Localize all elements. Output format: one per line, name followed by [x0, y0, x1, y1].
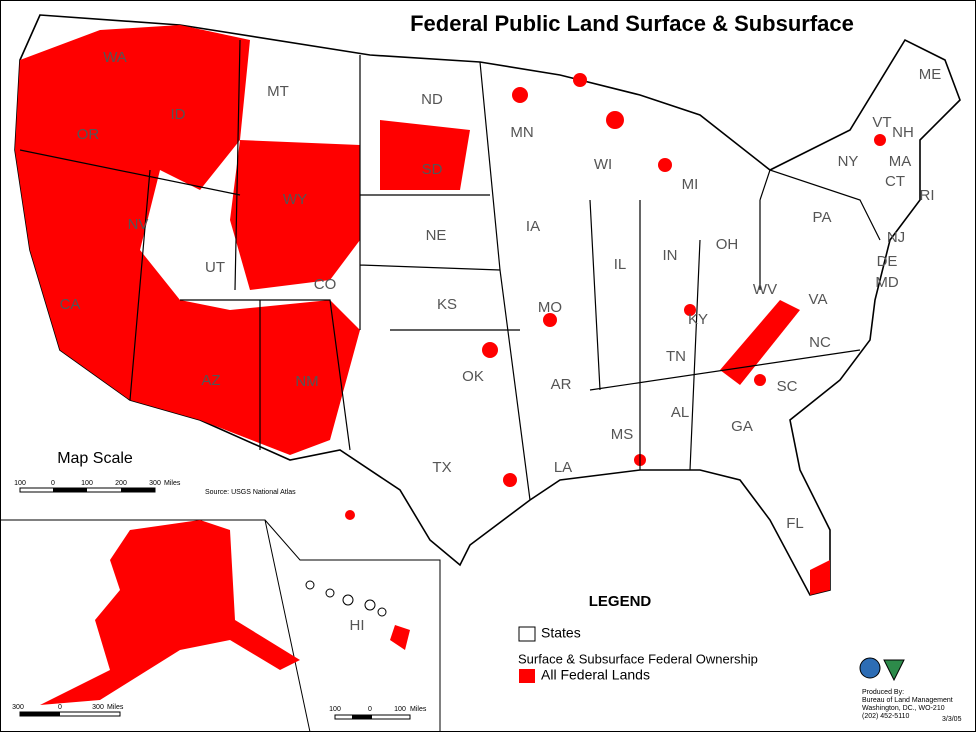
producer: Produced By: [862, 689, 904, 696]
state-label: MI [682, 176, 699, 193]
state-label: LA [554, 459, 572, 476]
state-label: CT [885, 173, 905, 190]
producer: Bureau of Land Management [862, 697, 953, 704]
state-label: VT [872, 114, 891, 131]
scale-tick: 100 [329, 706, 341, 713]
scale-bar [334, 714, 411, 720]
state-label: OR [77, 126, 100, 143]
state-label: WV [753, 281, 777, 298]
state-label: NH [892, 124, 914, 141]
scale-tick: 0 [58, 704, 62, 711]
state-label: SC [777, 378, 798, 395]
state-label: KY [688, 311, 708, 328]
scale-tick: 100 [14, 480, 26, 487]
state-label: ID [171, 106, 186, 123]
alaska [40, 520, 300, 705]
scale-tick: 100 [394, 706, 406, 713]
state-label: NC [809, 334, 831, 351]
scale-bar [20, 712, 60, 716]
state-label: MT [267, 83, 289, 100]
state-label: NV [128, 216, 149, 233]
state-label: VA [809, 291, 828, 308]
state-label: OK [462, 368, 484, 385]
state-label: MN [510, 124, 533, 141]
logo [883, 659, 905, 682]
scale-tick: 0 [51, 480, 55, 487]
legend-swatch [518, 626, 536, 642]
scale-tick: 300 [92, 704, 104, 711]
state-label: AL [671, 404, 689, 421]
date: 3/3/05 [942, 716, 962, 723]
legend-swatch [519, 669, 535, 683]
state-label: SD [422, 161, 443, 178]
state-label: HI [350, 617, 365, 634]
producer: Washington, DC., WO-210 [862, 705, 945, 712]
state-borders [19, 39, 881, 501]
scale-unit: Miles [107, 704, 124, 711]
legend-subtitle: Surface & Subsurface Federal Ownership [518, 651, 758, 666]
scale-tick: 200 [115, 480, 127, 487]
state-label: DE [877, 253, 898, 270]
scale-tick: 0 [368, 706, 372, 713]
state-label: MO [538, 299, 562, 316]
state-label: MA [889, 153, 912, 170]
legend-label: States [541, 625, 581, 641]
state-label: IN [663, 247, 678, 264]
state-label: WI [594, 156, 612, 173]
state-label: NM [295, 373, 318, 390]
scale-tick: 300 [149, 480, 161, 487]
source: Source: USGS National Atlas [205, 489, 296, 496]
state-label: IL [614, 256, 627, 273]
state-label: TX [432, 459, 451, 476]
state-label: ND [421, 91, 443, 108]
state-label: RI [920, 187, 935, 204]
state-label: UT [205, 259, 225, 276]
legend-label: All Federal Lands [541, 667, 650, 683]
state-label: GA [731, 418, 753, 435]
title: Federal Public Land Surface & Subsurface [410, 11, 854, 36]
state-label: PA [813, 209, 832, 226]
scale-bar [53, 488, 87, 492]
legend-title: LEGEND [589, 593, 652, 610]
scale-tick: 300 [12, 704, 24, 711]
state-label: NE [426, 227, 447, 244]
state-label: ME [919, 66, 942, 83]
state-label: MS [611, 426, 634, 443]
scale-bar [352, 715, 372, 719]
state-label: FL [786, 515, 804, 532]
scale-title: Map Scale [57, 450, 133, 467]
state-label: NJ [887, 229, 905, 246]
state-label: WA [103, 49, 127, 66]
federal-lands [15, 25, 886, 595]
state-label: CA [60, 296, 81, 313]
state-label: KS [437, 296, 457, 313]
state-label: OH [716, 236, 739, 253]
hawaii [305, 580, 410, 650]
scale-bar [121, 488, 155, 492]
scale-unit: Miles [410, 706, 427, 713]
state-label: MD [875, 274, 898, 291]
state-label: AZ [201, 372, 220, 389]
state-label: IA [526, 218, 540, 235]
state-label: TN [666, 348, 686, 365]
scale-unit: Miles [164, 480, 181, 487]
producer: (202) 452-5110 [862, 713, 909, 720]
state-label: AR [551, 376, 572, 393]
logo [859, 657, 881, 679]
scale-tick: 100 [81, 480, 93, 487]
state-label: WY [283, 191, 307, 208]
state-label: NY [838, 153, 859, 170]
state-label: CO [314, 276, 337, 293]
